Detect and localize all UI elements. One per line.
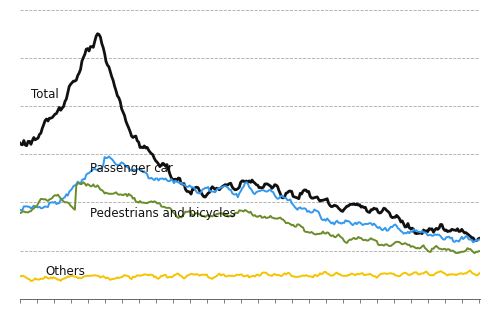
Text: Pedestrians and bicycles: Pedestrians and bicycles — [91, 207, 236, 220]
Text: Others: Others — [45, 266, 85, 279]
Text: Total: Total — [31, 88, 59, 101]
Text: Passenger car: Passenger car — [91, 162, 173, 175]
